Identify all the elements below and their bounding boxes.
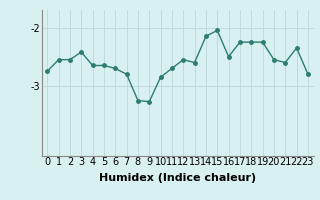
X-axis label: Humidex (Indice chaleur): Humidex (Indice chaleur) (99, 173, 256, 183)
